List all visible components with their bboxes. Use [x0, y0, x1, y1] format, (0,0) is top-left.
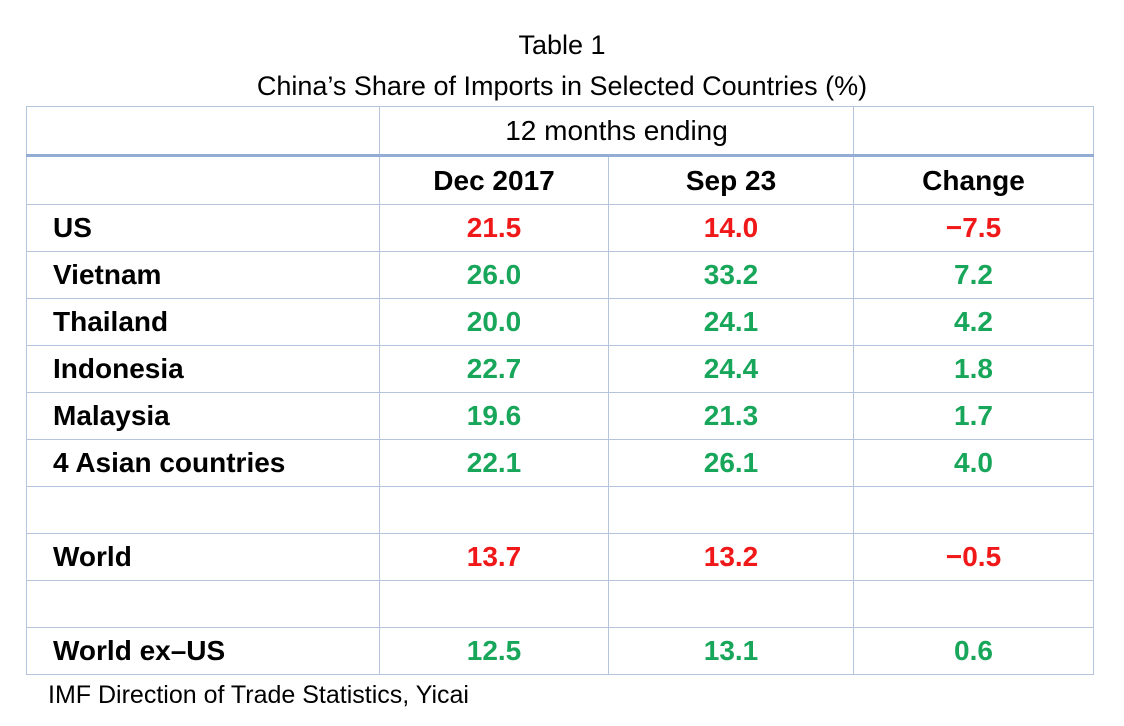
- table-row: Vietnam 26.0 33.2 7.2: [26, 251, 1095, 299]
- value-cell: 26.1: [607, 439, 855, 487]
- row-label: Thailand: [26, 298, 380, 346]
- value-cell: 13.2: [607, 533, 855, 581]
- spacer-row: [26, 580, 1095, 628]
- table-row: World ex–US 12.5 13.1 0.6: [26, 627, 1095, 675]
- row-label: US: [26, 204, 380, 252]
- table-subtitle: China’s Share of Imports in Selected Cou…: [256, 71, 868, 101]
- empty-cell: [853, 486, 1095, 534]
- empty-cell: [379, 580, 609, 628]
- row-label: Malaysia: [26, 392, 380, 440]
- value-cell: 33.2: [607, 251, 855, 299]
- change-cell: 4.0: [853, 439, 1095, 487]
- change-cell: −0.5: [853, 533, 1095, 581]
- group-header-row: 12 months ending: [26, 106, 1095, 156]
- value-cell: 13.1: [607, 627, 855, 675]
- empty-cell: [853, 106, 1095, 156]
- table-row: US 21.5 14.0 −7.5: [26, 204, 1095, 252]
- table-row: Malaysia 19.6 21.3 1.7: [26, 392, 1095, 440]
- value-cell: 24.1: [607, 298, 855, 346]
- value-cell: 24.4: [607, 345, 855, 393]
- column-header-row: Dec 2017 Sep 23 Change: [26, 154, 1095, 205]
- column-header-sep-23: Sep 23: [607, 154, 855, 205]
- change-cell: −7.5: [853, 204, 1095, 252]
- table-row: Indonesia 22.7 24.4 1.8: [26, 345, 1095, 393]
- table-row: Thailand 20.0 24.1 4.2: [26, 298, 1095, 346]
- empty-cell: [853, 580, 1095, 628]
- row-label: 4 Asian countries: [26, 439, 380, 487]
- value-cell: 12.5: [379, 627, 609, 675]
- value-cell: 22.1: [379, 439, 609, 487]
- source-note: IMF Direction of Trade Statistics, Yicai: [48, 681, 469, 709]
- change-cell: 1.7: [853, 392, 1095, 440]
- empty-cell: [26, 106, 380, 156]
- value-cell: 21.5: [379, 204, 609, 252]
- column-header-label: [26, 154, 380, 205]
- column-header-change: Change: [853, 154, 1095, 205]
- row-label: World ex–US: [26, 627, 380, 675]
- table-title: Table 1: [518, 30, 606, 60]
- value-cell: 21.3: [607, 392, 855, 440]
- group-header: 12 months ending: [378, 106, 855, 156]
- table-row: 4 Asian countries 22.1 26.1 4.0: [26, 439, 1095, 487]
- row-label: Vietnam: [26, 251, 380, 299]
- change-cell: 4.2: [853, 298, 1095, 346]
- spacer-row: [26, 486, 1095, 534]
- empty-cell: [607, 486, 855, 534]
- row-label: World: [26, 533, 380, 581]
- empty-cell: [26, 580, 380, 628]
- change-cell: 1.8: [853, 345, 1095, 393]
- value-cell: 14.0: [607, 204, 855, 252]
- value-cell: 22.7: [379, 345, 609, 393]
- empty-cell: [26, 486, 380, 534]
- change-cell: 0.6: [853, 627, 1095, 675]
- value-cell: 13.7: [379, 533, 609, 581]
- row-label: Indonesia: [26, 345, 380, 393]
- data-table: 12 months ending Dec 2017 Sep 23 Change …: [26, 106, 1095, 675]
- change-cell: 7.2: [853, 251, 1095, 299]
- value-cell: 26.0: [379, 251, 609, 299]
- table-row: World 13.7 13.2 −0.5: [26, 533, 1095, 581]
- empty-cell: [379, 486, 609, 534]
- empty-cell: [607, 580, 855, 628]
- column-header-dec-2017: Dec 2017: [379, 154, 609, 205]
- value-cell: 19.6: [379, 392, 609, 440]
- value-cell: 20.0: [379, 298, 609, 346]
